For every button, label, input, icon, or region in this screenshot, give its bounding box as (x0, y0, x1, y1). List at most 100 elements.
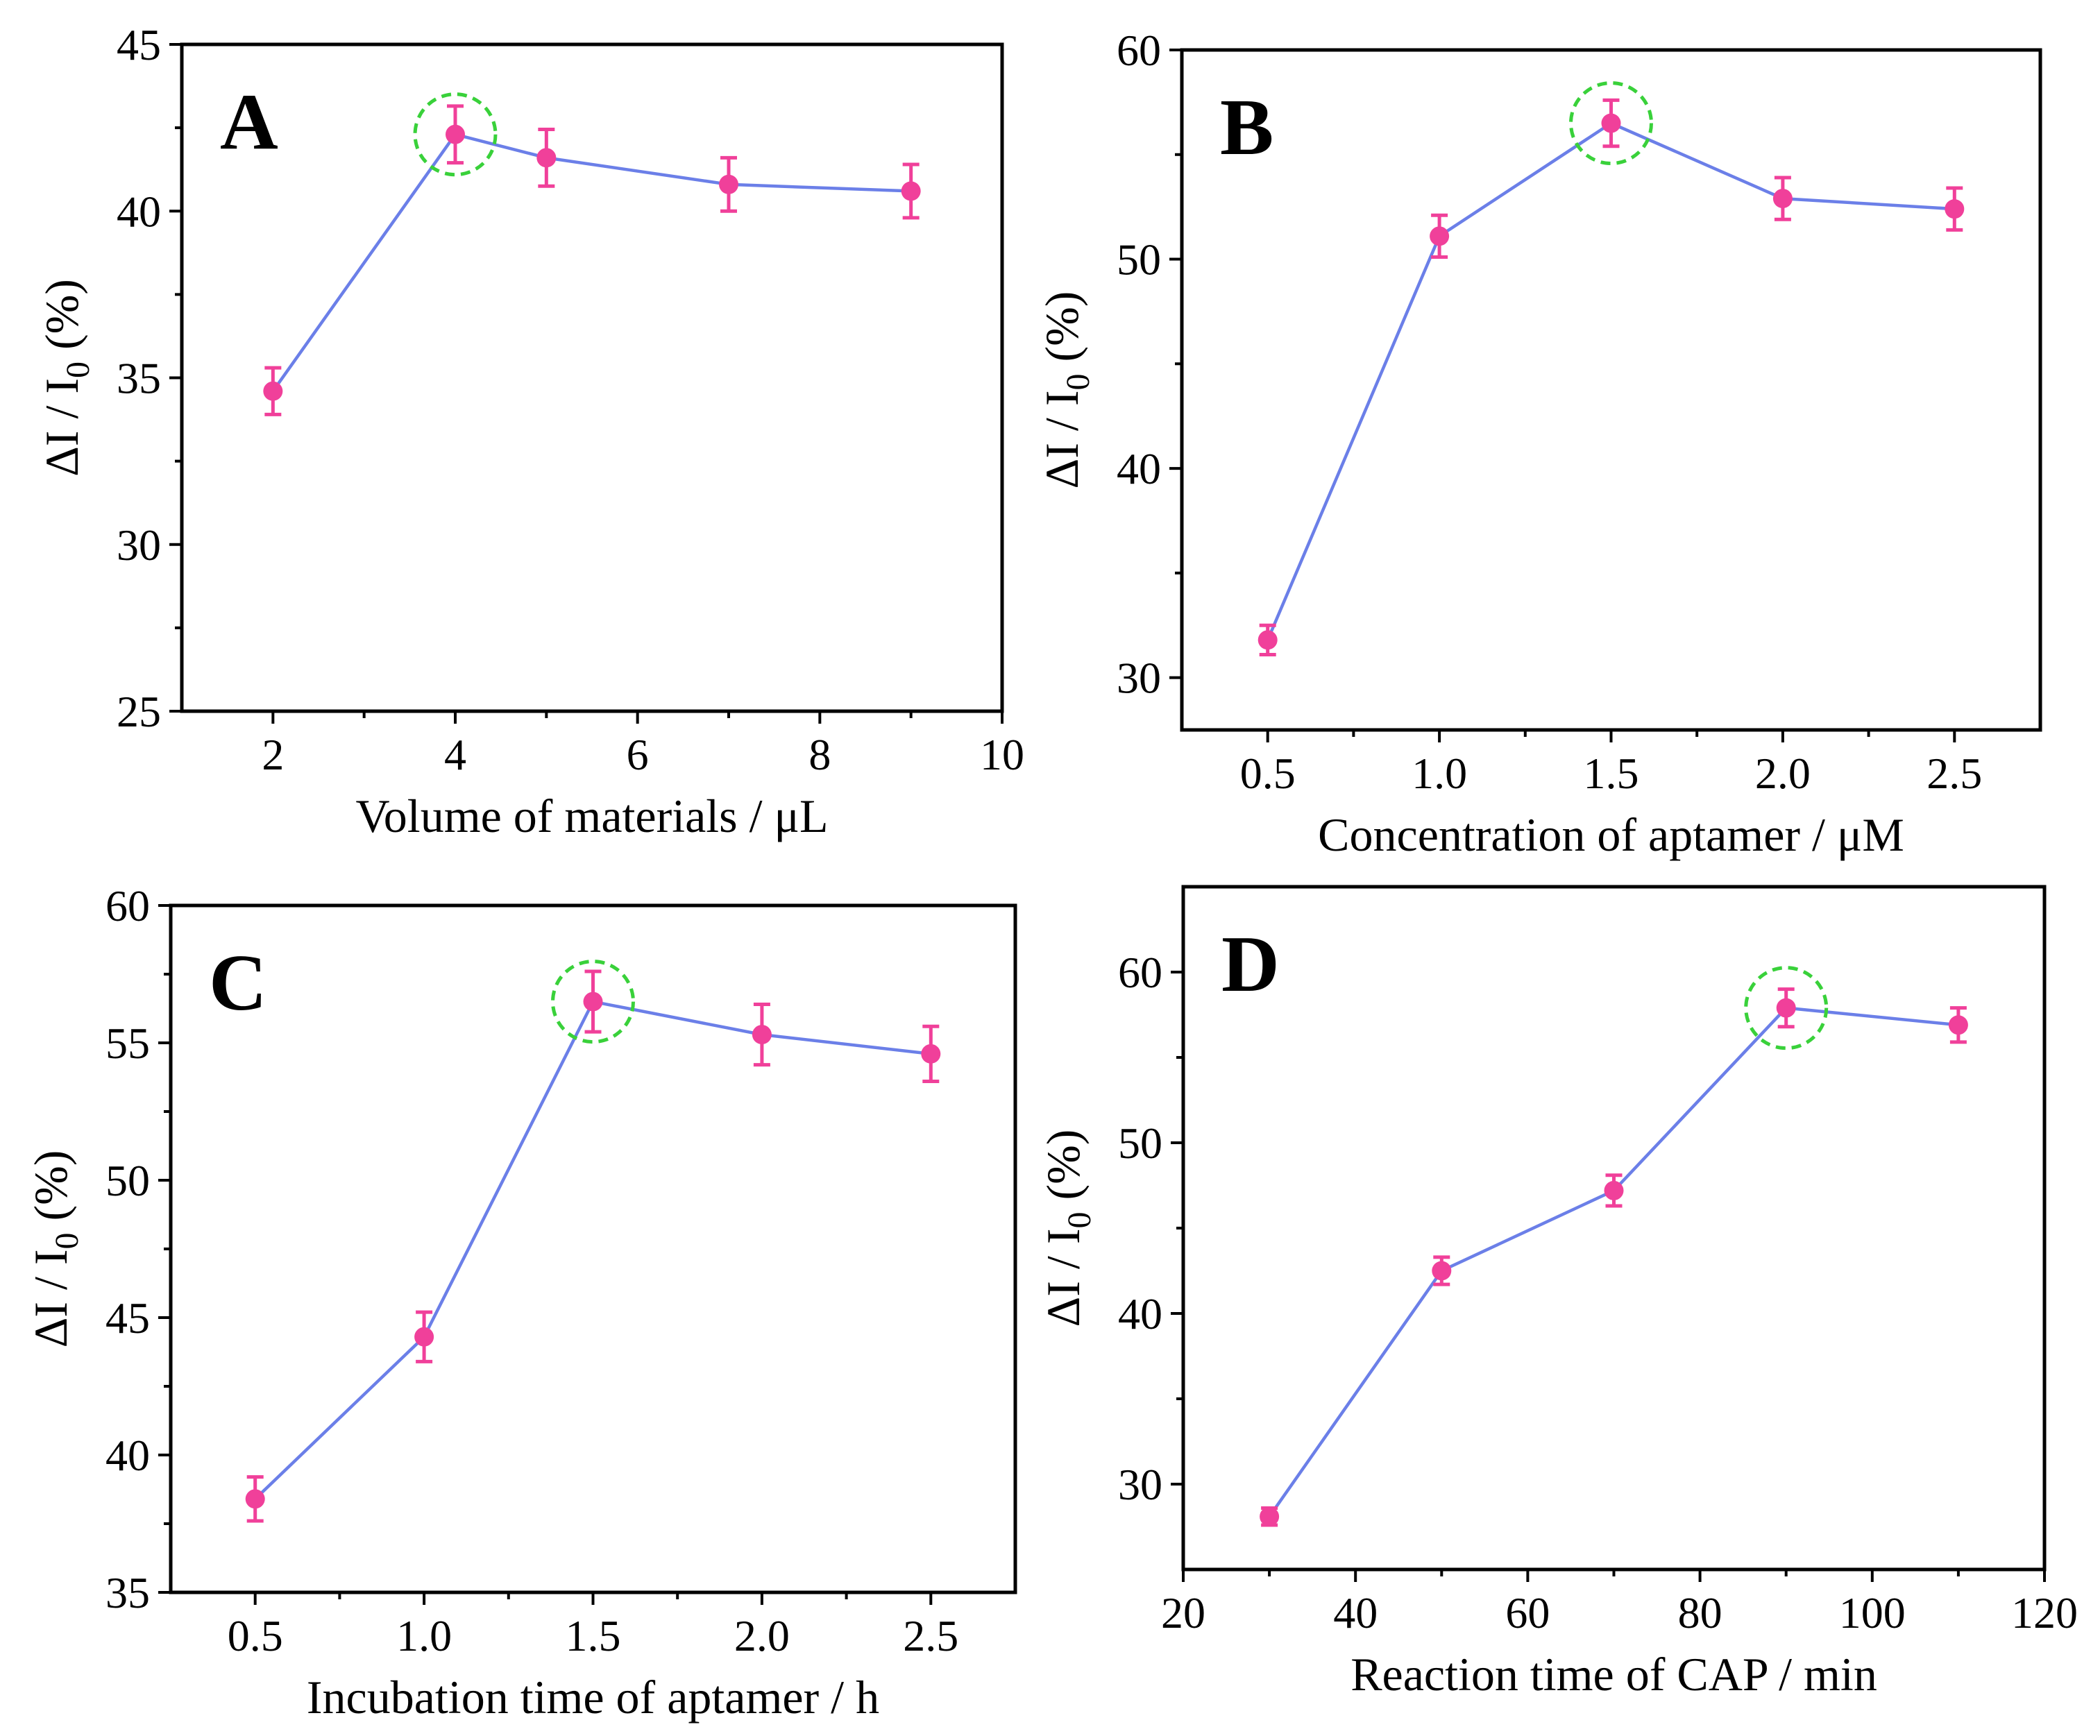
x-tick-label: 10 (980, 730, 1024, 779)
y-axis-title-main: ΔI / I (1035, 391, 1088, 489)
data-point (921, 1044, 941, 1064)
y-tick-label: 30 (117, 520, 161, 570)
x-tick-label: 1.5 (566, 1611, 621, 1660)
y-axis-title-unit: (%) (1037, 1130, 1090, 1212)
data-point (752, 1025, 772, 1045)
y-axis-title-subscript: 0 (1060, 374, 1096, 391)
y-axis-title-subscript: 0 (60, 361, 96, 378)
x-tick-label: 2.0 (734, 1611, 790, 1660)
y-tick-label: 50 (105, 1156, 150, 1205)
y-tick-label: 50 (1117, 235, 1161, 284)
x-tick-label: 8 (808, 730, 831, 779)
y-tick-label: 60 (1117, 26, 1161, 75)
data-point (1604, 1180, 1624, 1200)
data-point (1601, 113, 1621, 133)
x-tick-label: 1.5 (1584, 749, 1639, 798)
y-tick-label: 40 (105, 1431, 150, 1480)
y-tick-label: 60 (1118, 948, 1162, 997)
y-tick-label: 25 (117, 687, 161, 736)
y-axis-title-subscript: 0 (49, 1233, 85, 1250)
y-tick-label: 40 (1117, 444, 1161, 493)
plot-frame (180, 42, 1004, 713)
x-tick-label: 80 (1678, 1588, 1722, 1637)
data-point (1776, 998, 1796, 1018)
series-line (1268, 1006, 1959, 1518)
data-point (1945, 199, 1965, 219)
y-tick-label: 55 (105, 1019, 150, 1068)
chart-panel-a: 2 4 6 8 10 25 30 35 40 45 Volume of materials / μL… (35, 20, 1024, 842)
data-point (1772, 189, 1793, 209)
panel-letter: D (1221, 920, 1280, 1009)
y-tick-label: 60 (105, 881, 150, 930)
x-tick-label: 40 (1333, 1588, 1378, 1637)
y-axis-title-unit: (%) (35, 279, 88, 361)
optimum-highlight-circle (551, 960, 635, 1044)
panel-letter: A (220, 78, 278, 167)
x-tick-label: 20 (1161, 1588, 1205, 1637)
plot-frame (1181, 885, 2047, 1572)
series-line (1266, 121, 1955, 641)
x-tick-label: 1.0 (396, 1611, 452, 1660)
x-tick-label: 0.5 (228, 1611, 283, 1660)
x-tick-label: 2.5 (903, 1611, 958, 1660)
x-tick-label: 100 (1839, 1588, 1906, 1637)
data-point (1948, 1015, 1968, 1035)
y-axis-title: ΔI / I0 (%) (1035, 291, 1096, 489)
optimum-highlight-circle (1569, 81, 1653, 166)
x-tick-label: 0.5 (1240, 749, 1296, 798)
x-axis-title: Incubation time of aptamer / h (307, 1671, 879, 1724)
optimum-highlight-circle (1744, 966, 1829, 1050)
data-point (1258, 630, 1278, 650)
data-point (446, 124, 465, 144)
x-tick-label: 2.0 (1755, 749, 1811, 798)
y-tick-label: 35 (105, 1568, 150, 1617)
y-tick-label: 50 (1118, 1118, 1162, 1168)
y-axis-title-main: ΔI / I (35, 378, 88, 477)
data-point (583, 992, 603, 1012)
y-tick-label: 30 (1118, 1460, 1162, 1509)
x-axis-title: Concentration of aptamer / μM (1318, 808, 1904, 861)
chart-panel-c: 0.5 1.0 1.5 2.0 2.5 35 40 45 50 55 60 Incubation ti… (24, 881, 1017, 1724)
data-point (1260, 1506, 1280, 1526)
y-axis-title-unit: (%) (1035, 291, 1088, 374)
chart-panel-d: 20 40 60 80 100 120 30 40 50 60 Reaction time of C… (1037, 885, 2078, 1701)
data-point (1432, 1261, 1452, 1281)
x-tick-label: 1.0 (1412, 749, 1467, 798)
x-axis-title: Volume of materials / μL (355, 790, 828, 842)
x-tick-label: 60 (1505, 1588, 1550, 1637)
chart-panel-b: 0.5 1.0 1.5 2.0 2.5 30 40 50 60 Concentration of … (1035, 26, 2042, 861)
panel-letter: B (1220, 83, 1273, 172)
series-line (271, 133, 911, 393)
plot-frame (1180, 48, 2042, 732)
series-line (254, 1000, 931, 1500)
data-point (263, 381, 283, 401)
x-tick-label: 2.5 (1927, 749, 1982, 798)
optimum-highlight-circle (413, 92, 498, 177)
y-tick-label: 45 (105, 1293, 150, 1343)
data-point (536, 148, 557, 168)
y-axis-title: ΔI / I0 (%) (35, 279, 96, 477)
data-point (414, 1327, 434, 1347)
data-point (245, 1489, 265, 1509)
y-tick-label: 40 (117, 187, 161, 236)
y-axis-title-subscript: 0 (1061, 1212, 1098, 1229)
y-axis-title-main: ΔI / I (24, 1250, 77, 1348)
data-point (901, 181, 921, 201)
y-axis-title-main: ΔI / I (1037, 1229, 1090, 1327)
data-point (1430, 226, 1450, 246)
data-point (719, 174, 738, 194)
x-tick-label: 120 (2011, 1588, 2078, 1637)
x-axis-title: Reaction time of CAP / min (1350, 1648, 1877, 1701)
x-tick-label: 6 (627, 730, 649, 779)
y-tick-label: 35 (117, 354, 161, 403)
y-tick-label: 45 (117, 20, 161, 69)
y-axis-title-unit: (%) (24, 1150, 77, 1233)
y-axis-title: ΔI / I0 (%) (1037, 1130, 1098, 1327)
y-tick-label: 40 (1118, 1289, 1162, 1338)
y-axis-title: ΔI / I0 (%) (24, 1150, 85, 1348)
x-tick-label: 2 (262, 730, 284, 779)
x-tick-label: 4 (444, 730, 466, 779)
y-tick-label: 30 (1117, 654, 1161, 703)
panel-letter: C (209, 939, 267, 1028)
